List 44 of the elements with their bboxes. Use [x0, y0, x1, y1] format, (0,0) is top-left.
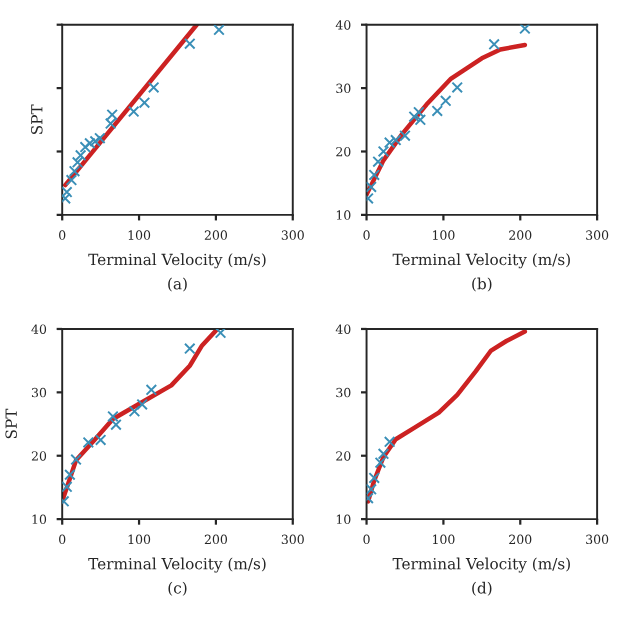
- point: [71, 156, 84, 169]
- point: [383, 436, 396, 448]
- point: [106, 108, 118, 121]
- point: [214, 328, 227, 339]
- point: [414, 114, 427, 126]
- point: [62, 481, 73, 493]
- point: [74, 149, 87, 162]
- point: [65, 174, 78, 186]
- point: [439, 95, 452, 107]
- point: [519, 24, 531, 35]
- point: [408, 110, 420, 123]
- point: [136, 398, 148, 411]
- point: [127, 105, 140, 118]
- point: [68, 165, 81, 177]
- point: [372, 155, 384, 168]
- point: [70, 453, 82, 466]
- line-series: [62, 328, 220, 504]
- point: [488, 38, 500, 51]
- point: [368, 472, 381, 484]
- point: [107, 410, 119, 423]
- point: [377, 145, 390, 158]
- point: [104, 117, 117, 130]
- point: [138, 96, 151, 109]
- point: [366, 483, 377, 496]
- point: [374, 456, 387, 469]
- point: [377, 448, 390, 460]
- point: [213, 24, 225, 36]
- point: [128, 405, 141, 418]
- point: [368, 169, 381, 181]
- point: [110, 418, 122, 431]
- point: [145, 384, 158, 396]
- point: [366, 181, 377, 193]
- point: [383, 136, 396, 149]
- point: [147, 81, 160, 94]
- point: [184, 342, 196, 355]
- point: [431, 105, 444, 117]
- point: [413, 106, 425, 118]
- line-series: [366, 42, 528, 197]
- line-series: [366, 329, 528, 504]
- point: [62, 186, 73, 198]
- point: [64, 468, 76, 481]
- point: [62, 192, 72, 205]
- point: [451, 81, 464, 94]
- point: [184, 37, 196, 50]
